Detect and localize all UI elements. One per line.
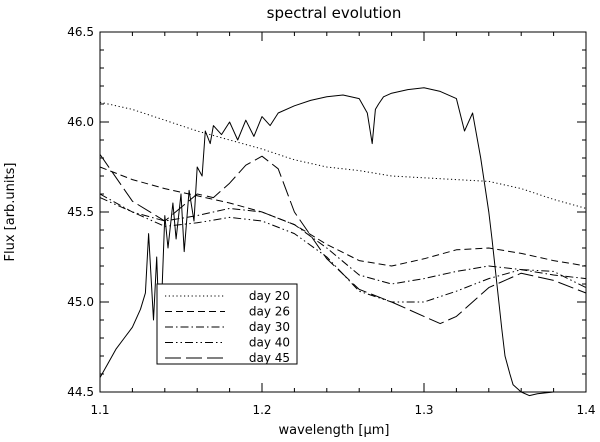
- micro-symbol: μm: [363, 423, 384, 438]
- x-tick-label: 1.2: [252, 403, 271, 417]
- series-day-45: [99, 154, 587, 325]
- x-tick-label: 1.3: [414, 403, 433, 417]
- legend-label: day 20: [249, 289, 290, 303]
- x-tick-label: 1.1: [90, 403, 109, 417]
- legend-label: day 40: [249, 336, 290, 350]
- legend-box: [156, 283, 298, 365]
- y-tick-label: 45.5: [67, 205, 94, 219]
- series-layer: [99, 87, 587, 397]
- series-day-20: [99, 101, 587, 209]
- y-axis-label: Flux [arb.units]: [3, 163, 18, 262]
- legend-label: day 26: [249, 305, 290, 319]
- x-axis-label: wavelength [μm]: [279, 423, 390, 438]
- y-tick-label: 44.5: [67, 385, 94, 399]
- y-axis: 44.5 45.0 45.5 46.0 46.5: [67, 25, 586, 399]
- series-day-30: [99, 193, 587, 285]
- y-tick-label: 45.0: [67, 295, 94, 309]
- series-day-26: [99, 166, 587, 267]
- y-tick-label: 46.0: [67, 115, 94, 129]
- chart-title: spectral evolution: [267, 4, 402, 22]
- y-tick-label: 46.5: [67, 25, 94, 39]
- x-tick-label: 1.4: [576, 403, 595, 417]
- legend-label: day 45: [249, 351, 290, 365]
- legend-label: day 30: [249, 320, 290, 334]
- x-axis: 1.1 1.2 1.3 1.4: [90, 32, 596, 417]
